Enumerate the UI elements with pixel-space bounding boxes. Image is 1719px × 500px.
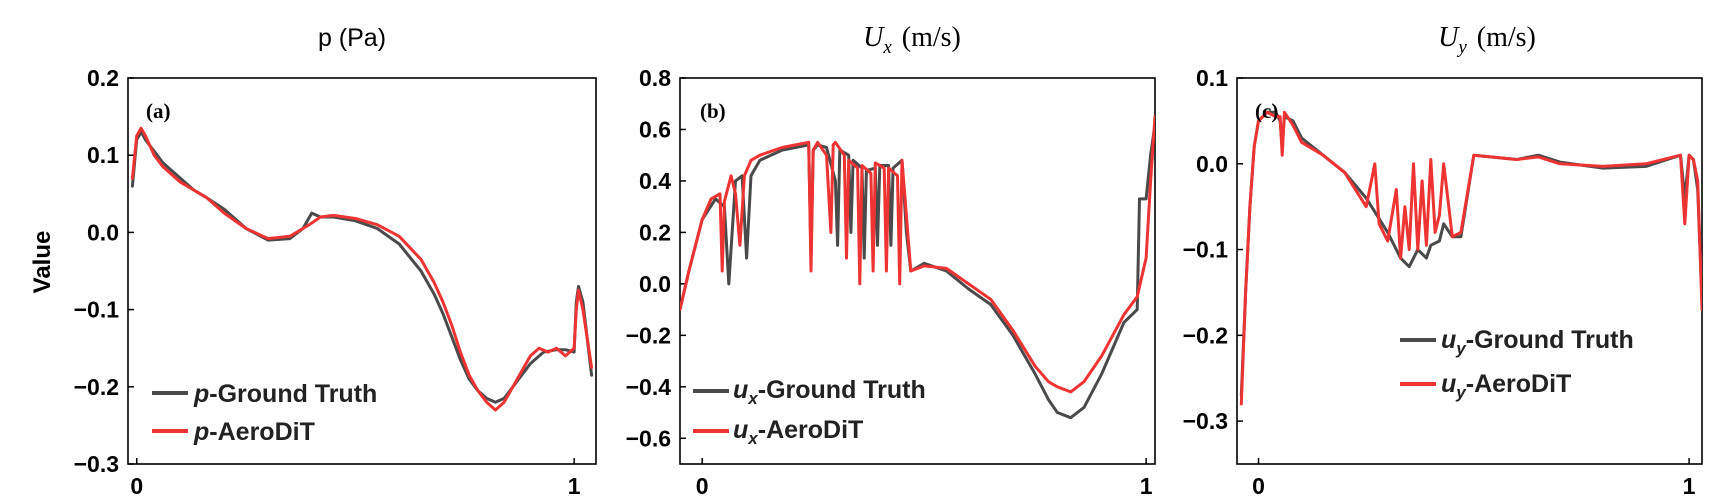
legend-sub-c-1: y [1455, 383, 1467, 402]
y-tick-label-a-1: 0.1 [87, 142, 119, 168]
y-tick-label-c-0: 0.1 [1196, 65, 1228, 91]
y-tick-label-b-4: 0.0 [639, 271, 671, 297]
lines-c [1239, 110, 1702, 406]
y-tick-label-c-1: 0.0 [1196, 151, 1228, 177]
chart-title-a: p (Pa) [318, 24, 386, 52]
y-tick-label-a-0: 0.2 [87, 65, 119, 91]
legend-rest-b-1: -AeroDiT [758, 416, 864, 444]
legend-label-b-1: ux-AeroDiT [733, 416, 863, 448]
y-tick-label-c-2: −0.1 [1183, 237, 1229, 263]
x-tick-label-c-0: 0 [1252, 473, 1265, 499]
chart-title-c: Uy (m/s) [1438, 22, 1536, 58]
x-tick-label-a-0: 0 [130, 473, 143, 499]
series-line-a-0 [130, 130, 594, 404]
y-ticks-b: 0.8 0.6 0.4 0.2 0.0 −0.2 −0.4 −0.6 [626, 65, 686, 451]
panel-label-c: (c) [1255, 99, 1278, 123]
y-tick-label-a-5: −0.3 [74, 451, 119, 477]
panel-label-b: (b) [700, 99, 726, 123]
title-main-c: U [1438, 22, 1460, 53]
legend-main-c-0: u [1441, 326, 1456, 354]
legend-label-a-0: p-Ground Truth [193, 380, 377, 408]
legend-rest-b-0: -Ground Truth [758, 376, 926, 404]
shared-y-axis-label: Value [29, 231, 56, 294]
legend-label-a-1: p-AeroDiT [193, 418, 315, 446]
series-line-b-1 [680, 115, 1155, 394]
y-ticks-c: 0.1 0.0 −0.1 −0.2 −0.3 [1183, 65, 1243, 434]
series-line-a-1 [130, 126, 594, 412]
legend-rest-c-0: -Ground Truth [1466, 326, 1634, 354]
legend-b: ux-Ground Truth ux-AeroDiT [693, 376, 926, 448]
y-tick-label-b-7: −0.6 [626, 425, 671, 451]
y-tick-label-a-2: 0.0 [87, 219, 119, 245]
chart-title-b: Ux (m/s) [863, 22, 961, 58]
x-tick-label-b-0: 0 [696, 473, 709, 499]
series-line-c-1 [1239, 110, 1702, 406]
lines-b [680, 115, 1155, 420]
plot-frame-c [1236, 77, 1703, 465]
y-tick-label-b-2: 0.4 [639, 168, 671, 194]
y-tick-label-c-3: −0.2 [1183, 322, 1228, 348]
y-tick-label-c-4: −0.3 [1183, 408, 1228, 434]
x-tick-label-b-1: 1 [1140, 473, 1153, 499]
title-main-b: U [863, 22, 885, 53]
series-line-b-0 [680, 122, 1155, 420]
y-tick-label-b-6: −0.4 [626, 374, 672, 400]
legend-main-c-1: u [1441, 370, 1456, 398]
legend-main-b-0: u [733, 376, 748, 404]
legend-c: uy-Ground Truth uy-AeroDiT [1400, 326, 1634, 402]
legend-main-b-1: u [733, 416, 748, 444]
plot-frame-a [127, 77, 597, 465]
lines-a [130, 126, 594, 412]
y-tick-label-b-3: 0.2 [639, 219, 671, 245]
legend-main-a-1: p [193, 418, 209, 446]
title-sub-b: x [882, 37, 892, 58]
y-tick-label-a-3: −0.1 [74, 297, 120, 323]
x-tick-label-c-1: 1 [1683, 473, 1696, 499]
title-sub-c: y [1456, 37, 1467, 58]
x-tick-label-a-1: 1 [568, 473, 581, 499]
title-unit-b: (m/s) [902, 22, 961, 53]
legend-label-c-1: uy-AeroDiT [1441, 370, 1571, 402]
legend-label-c-0: uy-Ground Truth [1441, 326, 1634, 358]
y-tick-label-a-4: −0.2 [74, 374, 119, 400]
legend-sub-b-0: x [747, 389, 759, 408]
legend-rest-a-0: -Ground Truth [209, 380, 377, 408]
legend-main-a-0: p [193, 380, 209, 408]
legend-rest-c-1: -AeroDiT [1466, 370, 1572, 398]
y-tick-label-b-5: −0.2 [626, 322, 671, 348]
y-tick-label-b-0: 0.8 [639, 65, 671, 91]
y-tick-label-b-1: 0.6 [639, 116, 671, 142]
plot-frame-b [679, 77, 1156, 465]
panel-label-a: (a) [146, 99, 171, 123]
legend-sub-c-0: y [1455, 339, 1467, 358]
legend-label-b-0: ux-Ground Truth [733, 376, 926, 408]
legend-a: p-Ground Truth p-AeroDiT [152, 380, 377, 446]
legend-rest-a-1: -AeroDiT [209, 418, 315, 446]
y-ticks-a: 0.2 0.1 0.0 −0.1 −0.2 −0.3 [74, 65, 134, 477]
title-unit-c: (m/s) [1477, 22, 1536, 53]
legend-sub-b-1: x [747, 429, 759, 448]
